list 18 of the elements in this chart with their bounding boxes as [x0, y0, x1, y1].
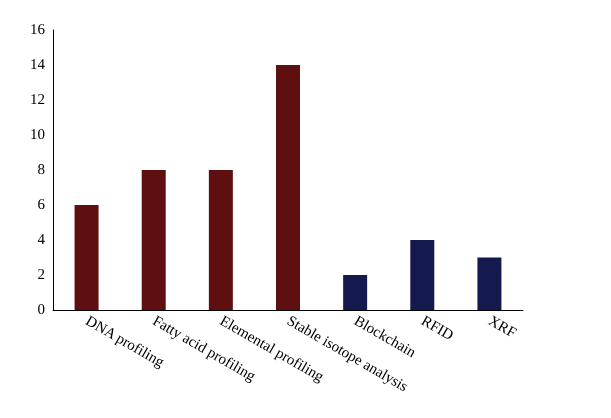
bar [74, 205, 99, 310]
bar [410, 240, 434, 310]
y-tick-label: 16 [30, 22, 46, 38]
x-tick-label: XRF [485, 313, 519, 342]
y-tick-label: 12 [30, 92, 45, 108]
y-tick-label: 4 [38, 232, 46, 248]
y-tick-label: 14 [30, 57, 46, 73]
y-tick-label: 10 [30, 127, 45, 143]
x-tick-label: RFID [418, 313, 456, 344]
y-tick-label: 0 [38, 302, 45, 318]
bar [343, 275, 368, 310]
bar [142, 170, 166, 310]
y-tick-label: 2 [38, 267, 45, 283]
bar [477, 258, 502, 310]
y-tick-label: 8 [38, 162, 45, 178]
y-tick-label: 6 [38, 197, 46, 213]
bar [208, 170, 233, 310]
bar [276, 65, 300, 310]
